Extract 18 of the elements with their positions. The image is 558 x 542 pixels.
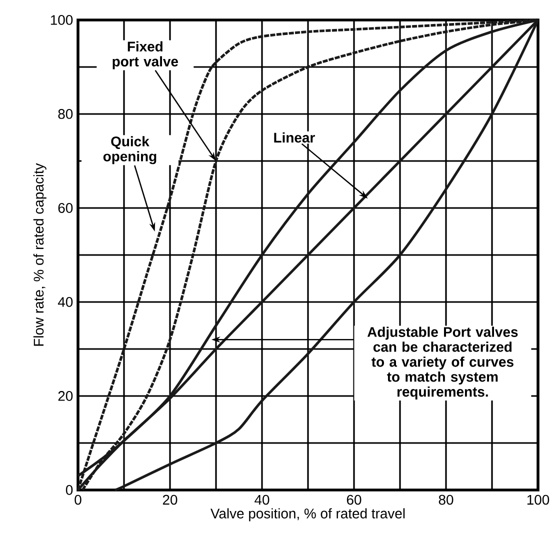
y-tick-label: 80 [58, 109, 73, 119]
y-axis-title: Flow rate, % of rated capacity [33, 163, 46, 346]
y-tick-label: 20 [58, 391, 73, 401]
x-tick-label: 100 [527, 494, 550, 505]
annotation: Linear [274, 132, 315, 143]
x-tick-label: 60 [346, 494, 362, 505]
x-tick-label: 40 [254, 494, 270, 505]
y-tick-label: 0 [66, 485, 73, 495]
y-tick-label: 60 [58, 203, 73, 213]
x-tick-label: 0 [74, 494, 82, 505]
x-axis-title: Valve position, % of rated travel [210, 508, 405, 522]
annotation: Quick opening [103, 136, 156, 164]
x-tick-label: 80 [438, 494, 454, 505]
x-tick-label: 20 [162, 494, 178, 505]
y-tick-label: 40 [58, 297, 73, 307]
annotation: Fixed port valve [112, 41, 178, 70]
annotation: Adjustable Port valves can be characterized to a variety of curves to match system requirements. [367, 326, 518, 400]
y-tick-label: 100 [50, 15, 73, 25]
